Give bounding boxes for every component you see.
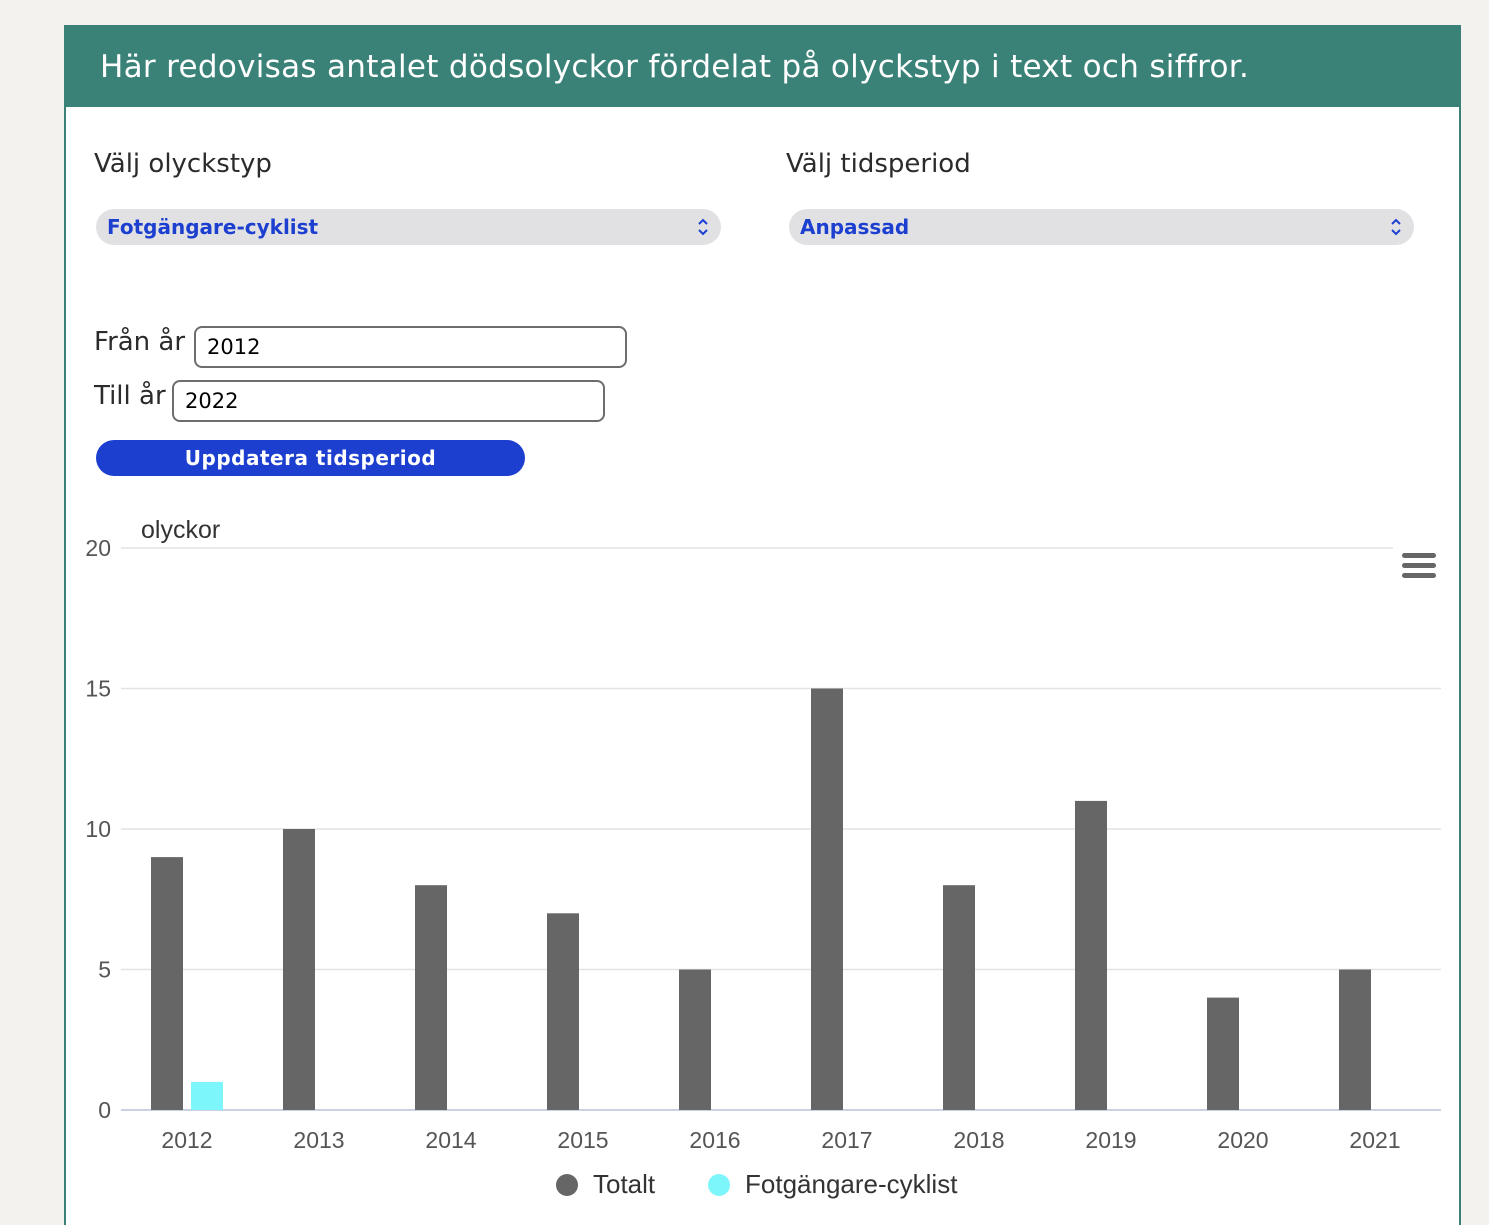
y-tick-label: 5: [98, 957, 111, 983]
x-tick-label: 2015: [557, 1127, 608, 1153]
select-chevron-icon: [1391, 218, 1401, 236]
bar-totalt[interactable]: [547, 913, 579, 1110]
select-chevron-icon: [698, 218, 708, 236]
y-tick-label: 0: [98, 1097, 111, 1123]
bar-totalt[interactable]: [811, 688, 843, 1111]
to-year-label: Till år: [94, 381, 166, 411]
bar-totalt[interactable]: [943, 885, 975, 1110]
bar-totalt[interactable]: [415, 885, 447, 1110]
time-period-select[interactable]: Anpassad: [789, 209, 1414, 245]
from-year-input[interactable]: [194, 326, 627, 368]
time-period-label: Välj tidsperiod: [786, 149, 971, 179]
time-period-value: Anpassad: [800, 215, 910, 239]
x-tick-label: 2016: [689, 1127, 740, 1153]
legend-label: Fotgängare-cyklist: [745, 1169, 958, 1199]
bar-totalt[interactable]: [151, 857, 183, 1110]
x-tick-label: 2013: [293, 1127, 344, 1153]
bar-totalt[interactable]: [283, 829, 315, 1110]
x-tick-label: 2018: [953, 1127, 1004, 1153]
legend-item-totalt[interactable]: Totalt: [556, 1169, 656, 1199]
legend-label: Totalt: [593, 1169, 656, 1199]
from-year-label: Från år: [94, 327, 186, 357]
x-tick-label: 2020: [1217, 1127, 1268, 1153]
bar-totalt[interactable]: [679, 969, 711, 1111]
x-tick-label: 2017: [821, 1127, 872, 1153]
accident-type-select[interactable]: Fotgängare-cyklist: [96, 209, 721, 245]
y-axis-title: olyckor: [141, 516, 220, 544]
bar-totalt[interactable]: [1075, 800, 1107, 1110]
bar-totalt[interactable]: [1207, 997, 1239, 1110]
x-tick-label: 2014: [425, 1127, 476, 1153]
accident-type-label: Välj olyckstyp: [94, 149, 272, 179]
x-tick-label: 2019: [1085, 1127, 1136, 1153]
legend-marker: [708, 1174, 730, 1196]
legend-marker: [556, 1174, 578, 1196]
y-tick-label: 15: [85, 676, 111, 702]
page-title: Här redovisas antalet dödsolyckor fördel…: [66, 27, 1459, 107]
bar-totalt[interactable]: [1339, 969, 1371, 1111]
y-tick-label: 10: [85, 816, 111, 842]
update-period-button[interactable]: Uppdatera tidsperiod: [96, 440, 525, 476]
bar-fotgangare-cyklist[interactable]: [191, 1081, 223, 1110]
y-tick-label: 20: [85, 535, 111, 561]
to-year-input[interactable]: [172, 380, 605, 422]
chart-menu-button[interactable]: [1398, 548, 1440, 584]
x-tick-label: 2012: [161, 1127, 212, 1153]
accident-type-value: Fotgängare-cyklist: [107, 215, 319, 239]
hamburger-menu-icon: [1402, 553, 1436, 578]
legend-item-fotgangare-cyklist[interactable]: Fotgängare-cyklist: [708, 1169, 958, 1199]
x-tick-label: 2021: [1349, 1127, 1400, 1153]
